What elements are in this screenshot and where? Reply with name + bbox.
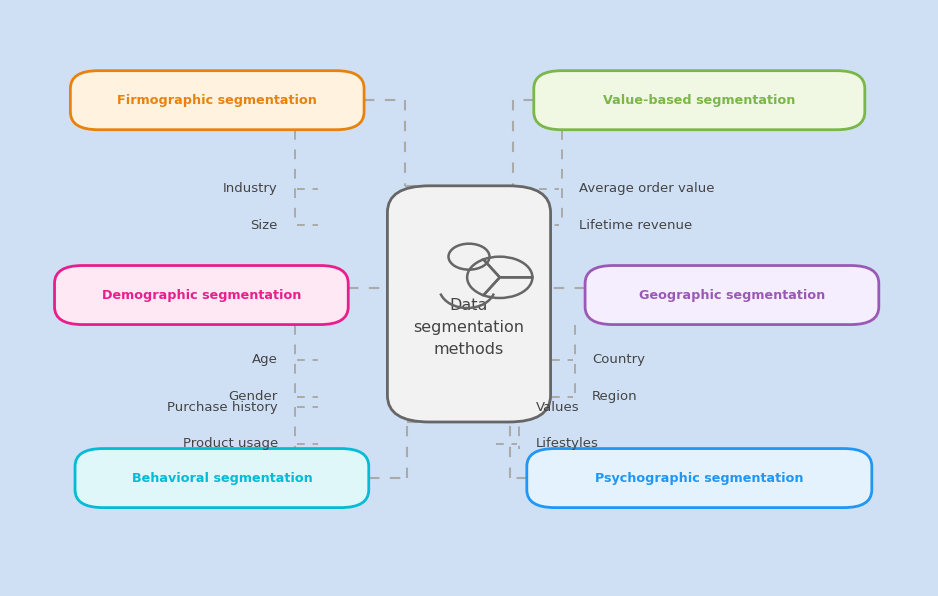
Text: Geographic segmentation: Geographic segmentation [639, 288, 825, 302]
Text: Product usage: Product usage [183, 437, 278, 451]
Text: Firmographic segmentation: Firmographic segmentation [117, 94, 317, 107]
Text: Lifetime revenue: Lifetime revenue [579, 219, 692, 232]
Text: Average order value: Average order value [579, 182, 715, 195]
FancyBboxPatch shape [54, 266, 348, 325]
Text: Purchase history: Purchase history [167, 401, 278, 414]
Text: Value-based segmentation: Value-based segmentation [603, 94, 795, 107]
FancyBboxPatch shape [387, 186, 551, 422]
FancyBboxPatch shape [534, 71, 865, 130]
Text: Size: Size [250, 219, 278, 232]
Text: Values: Values [537, 401, 580, 414]
Text: Country: Country [592, 353, 645, 367]
Text: Lifestyles: Lifestyles [537, 437, 599, 451]
Text: Gender: Gender [229, 390, 278, 403]
FancyBboxPatch shape [75, 449, 369, 508]
Text: Demographic segmentation: Demographic segmentation [101, 288, 301, 302]
FancyBboxPatch shape [527, 449, 871, 508]
Text: Region: Region [592, 390, 638, 403]
Text: Age: Age [252, 353, 278, 367]
Text: Data
segmentation
methods: Data segmentation methods [414, 298, 524, 357]
FancyBboxPatch shape [585, 266, 879, 325]
Text: Industry: Industry [223, 182, 278, 195]
Text: Behavioral segmentation: Behavioral segmentation [131, 471, 312, 485]
FancyBboxPatch shape [70, 71, 364, 130]
Text: Psychographic segmentation: Psychographic segmentation [595, 471, 804, 485]
